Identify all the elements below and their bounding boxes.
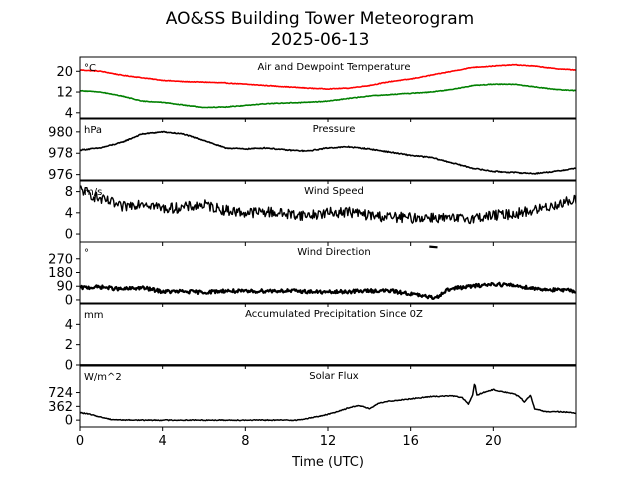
y-tick-label-temperature-2: 20 — [56, 65, 73, 80]
series-line-wind_speed-0 — [80, 185, 576, 225]
y-tick-label-wind_direction-2: 180 — [48, 266, 73, 281]
x-tick-label-4: 16 — [402, 434, 419, 449]
series-line-wind_direction-1 — [429, 245, 438, 249]
y-tick-label-wind_direction-0: 0 — [65, 293, 73, 308]
y-tick-label-precipitation-0: 0 — [65, 359, 73, 374]
series-line-temperature-0 — [80, 63, 576, 90]
y-tick-label-solar_flux-2: 724 — [48, 386, 73, 401]
panel-title-solar_flux: Solar Flux — [309, 371, 359, 382]
x-tick-label-2: 8 — [241, 434, 249, 449]
panel-temperature: 4 12 20 °C Air and Dewpoint Temperature — [56, 56, 577, 122]
panel-title-wind_speed: Wind Speed — [304, 186, 364, 197]
panel-unit-solar_flux: W/m^2 — [84, 372, 122, 383]
y-tick-label-temperature-1: 12 — [56, 86, 73, 101]
chart-title: AO&SS Building Tower Meteorogram — [166, 9, 474, 29]
series-line-temperature-1 — [80, 83, 576, 109]
panel-title-pressure: Pressure — [313, 124, 356, 135]
panel-unit-temperature: °C — [84, 63, 96, 74]
y-tick-label-pressure-0: 976 — [48, 168, 73, 183]
y-tick-label-precipitation-2: 4 — [65, 318, 73, 333]
x-axis: 0 4 8 12 16 20 — [76, 434, 502, 449]
x-tick-label-3: 12 — [320, 434, 337, 449]
y-tick-label-wind_speed-2: 8 — [65, 185, 73, 200]
x-axis-label: Time (UTC) — [291, 455, 364, 470]
series-line-wind_direction-0 — [80, 281, 576, 300]
panel-title-temperature: Air and Dewpoint Temperature — [258, 62, 411, 73]
y-tick-label-wind_speed-0: 0 — [65, 228, 73, 243]
x-tick-label-1: 4 — [159, 434, 167, 449]
y-tick-label-solar_flux-0: 0 — [65, 414, 73, 429]
series-line-pressure-0 — [80, 130, 576, 175]
panel-unit-wind_speed: m/s — [84, 187, 102, 198]
y-tick-label-pressure-1: 978 — [48, 147, 73, 162]
y-tick-label-precipitation-1: 2 — [65, 338, 73, 353]
y-tick-label-wind_direction-3: 270 — [48, 252, 73, 267]
panel-title-precipitation: Accumulated Precipitation Since 0Z — [245, 309, 423, 320]
y-tick-label-wind_speed-1: 4 — [65, 206, 73, 221]
panel-precipitation: 0 2 4 mm Accumulated Precipitation Since 0Z — [65, 303, 577, 374]
panel-pressure: 976 978 980 hPa Pressure — [48, 118, 577, 184]
series-line-solar_flux-0 — [80, 383, 576, 422]
x-tick-label-0: 0 — [76, 434, 84, 449]
panel-wind_speed: 0 4 8 m/s Wind Speed — [65, 180, 577, 246]
panel-unit-precipitation: mm — [84, 310, 103, 321]
y-tick-label-temperature-0: 4 — [65, 106, 73, 121]
x-tick-label-5: 20 — [485, 434, 502, 449]
y-tick-label-solar_flux-1: 362 — [48, 400, 73, 415]
chart-subtitle: 2025-06-13 — [271, 30, 370, 50]
panel-unit-pressure: hPa — [84, 125, 102, 136]
y-tick-label-wind_direction-1: 90 — [56, 280, 73, 295]
panel-unit-wind_direction: ° — [84, 248, 89, 259]
y-tick-label-pressure-2: 980 — [48, 125, 73, 140]
panel-title-wind_direction: Wind Direction — [297, 247, 371, 258]
